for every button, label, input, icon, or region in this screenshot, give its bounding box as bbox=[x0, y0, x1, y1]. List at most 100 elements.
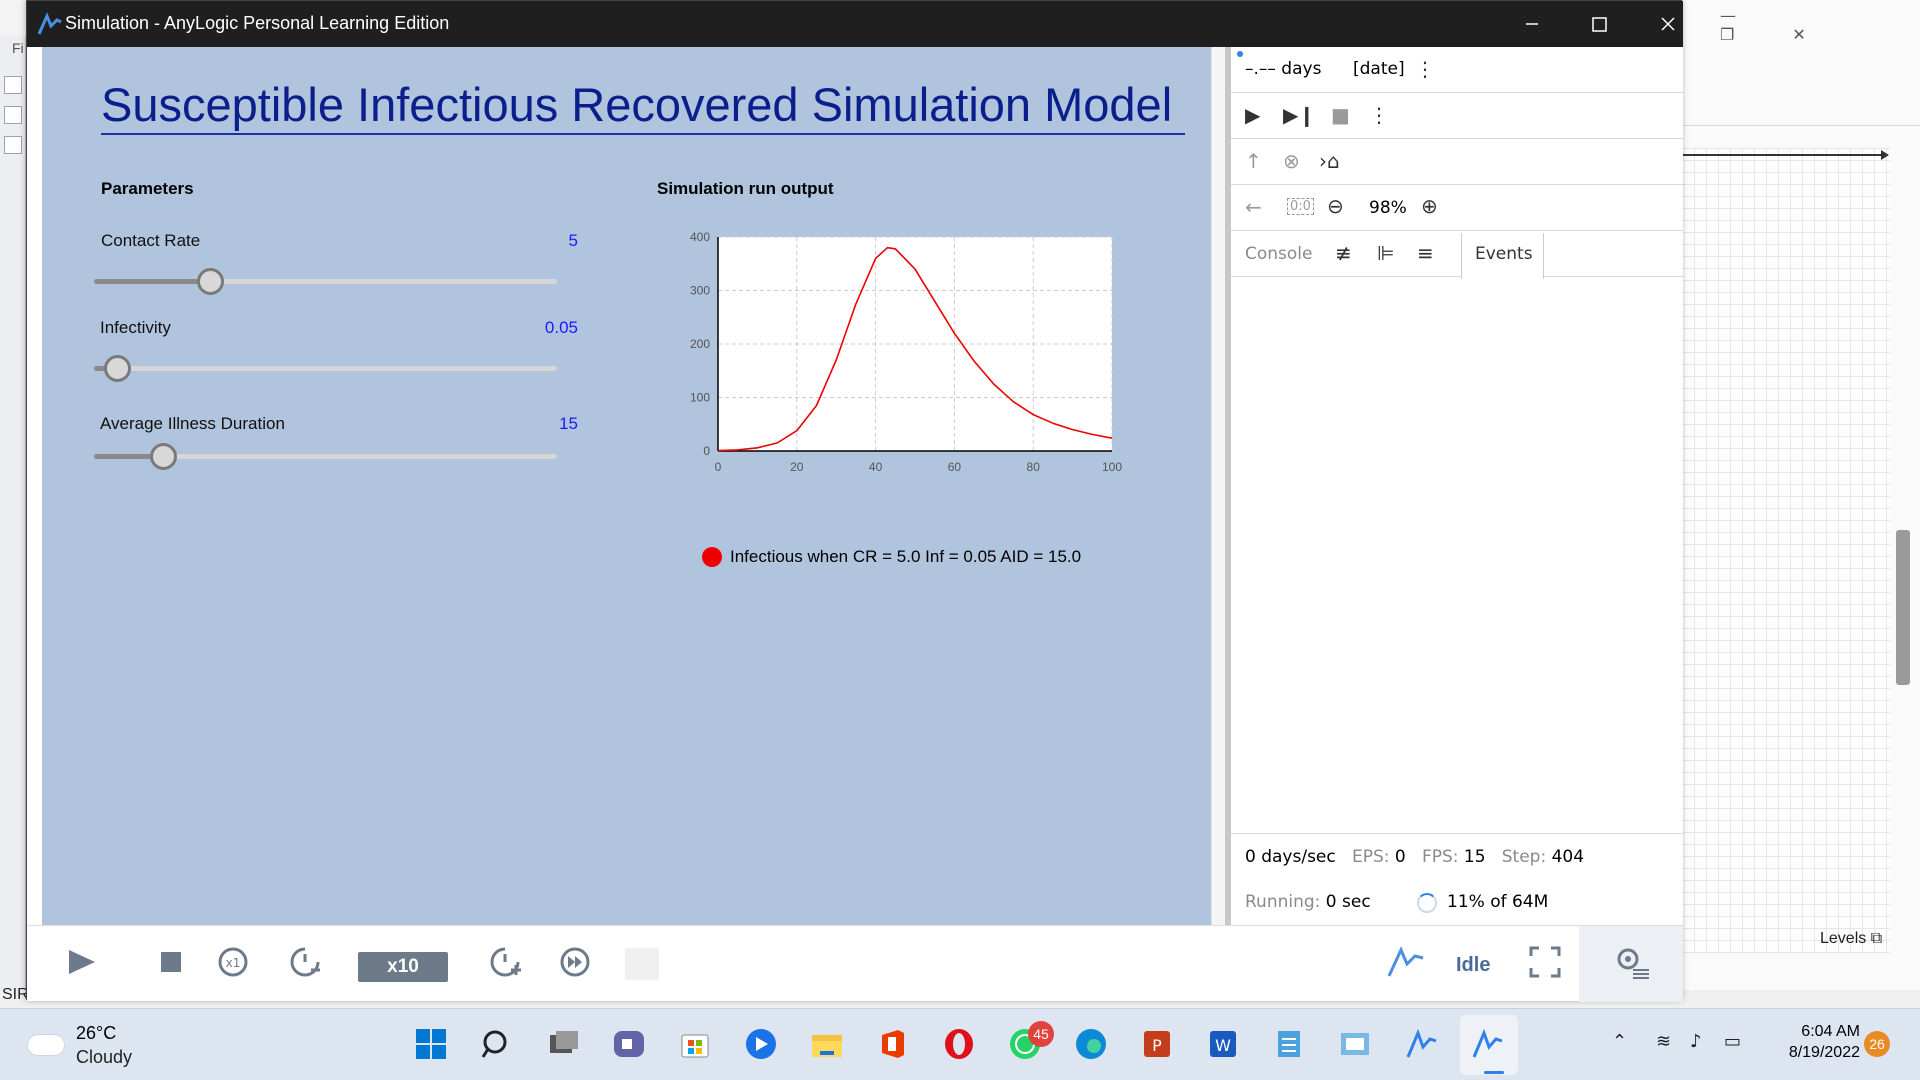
sim-speed: 0 days/sec bbox=[1245, 847, 1336, 867]
anylogic-simulation-icon[interactable] bbox=[1470, 1027, 1504, 1061]
maximize-icon[interactable] bbox=[1584, 9, 1614, 39]
step-label: Step: bbox=[1501, 847, 1547, 867]
notification-badge[interactable]: 26 bbox=[1864, 1031, 1890, 1057]
clear-console-icon[interactable]: ≢ bbox=[1335, 241, 1352, 265]
simulation-toolbar: x1 x10 Idle bbox=[27, 925, 1683, 1002]
slider-knob[interactable] bbox=[197, 268, 224, 295]
illness-duration-value: 15 bbox=[559, 414, 578, 433]
ide-file-menu[interactable]: Fi bbox=[12, 40, 24, 56]
close-icon[interactable] bbox=[1653, 9, 1683, 39]
up-arrow-icon[interactable]: ↑ bbox=[1245, 149, 1262, 173]
run-icon[interactable] bbox=[63, 944, 99, 980]
home-icon[interactable]: ›⌂ bbox=[1319, 149, 1340, 173]
y-tick-label: 400 bbox=[690, 230, 710, 244]
window-title: Simulation - AnyLogic Personal Learning … bbox=[65, 13, 450, 33]
store-icon[interactable] bbox=[678, 1027, 712, 1061]
ide-tool-icon[interactable] bbox=[4, 136, 22, 154]
opera-icon[interactable] bbox=[942, 1027, 976, 1061]
ide-tool-icon[interactable] bbox=[4, 76, 22, 94]
contact-rate-value: 5 bbox=[568, 231, 578, 250]
virtual-time-icon[interactable] bbox=[557, 944, 593, 980]
memory-spinner-icon bbox=[1417, 893, 1437, 913]
zoom-out-icon[interactable]: ⊖ bbox=[1327, 194, 1344, 218]
pinned-app-icon[interactable] bbox=[744, 1027, 778, 1061]
eps-value: 0 bbox=[1394, 847, 1406, 867]
zoom-row: ← 0:0 ⊖ 98% ⊕ bbox=[1231, 185, 1683, 231]
running-label: Running: bbox=[1245, 892, 1321, 912]
slider-fill bbox=[94, 279, 210, 284]
ide-graphical-editor-grid[interactable] bbox=[1682, 148, 1890, 953]
stop-icon[interactable] bbox=[153, 944, 189, 980]
settings-button[interactable] bbox=[1579, 926, 1683, 1002]
y-tick-label: 0 bbox=[703, 444, 710, 458]
slider-fill bbox=[94, 454, 163, 459]
fullscreen-icon[interactable] bbox=[1527, 944, 1563, 980]
powerpoint-icon[interactable]: P bbox=[1140, 1027, 1174, 1061]
x-tick-label: 80 bbox=[1027, 460, 1041, 474]
date: 8/19/2022 bbox=[1788, 1044, 1860, 1061]
chart-legend: Infectious when CR = 5.0 Inf = 0.05 AID … bbox=[702, 547, 1081, 567]
illness-duration-slider[interactable] bbox=[94, 443, 557, 470]
slider-knob[interactable] bbox=[150, 443, 177, 470]
anylogic-logo-icon bbox=[37, 12, 62, 35]
office-icon[interactable] bbox=[876, 1027, 910, 1061]
anylogic-logo-icon bbox=[1387, 946, 1424, 977]
svg-text:P: P bbox=[1152, 1036, 1162, 1055]
developer-panel: –.–– days [date] ⋮ ▶ ▶❙ ■ ⋮ ↑ ⊗ ›⌂ ← 0:0… bbox=[1231, 47, 1683, 925]
slow-down-icon[interactable] bbox=[287, 944, 323, 980]
scroll-lock-icon[interactable]: ⊫ bbox=[1377, 241, 1395, 265]
active-indicator bbox=[1484, 1071, 1504, 1074]
navigation-row: ↑ ⊗ ›⌂ bbox=[1231, 139, 1683, 185]
task-view-icon[interactable] bbox=[546, 1027, 580, 1061]
teams-chat-icon[interactable] bbox=[612, 1027, 646, 1061]
cancel-icon[interactable]: ⊗ bbox=[1283, 149, 1300, 173]
console-tab[interactable]: Console bbox=[1245, 244, 1313, 264]
pane-splitter[interactable] bbox=[1225, 47, 1231, 925]
minimize-icon[interactable] bbox=[1517, 9, 1547, 39]
notepad-icon[interactable] bbox=[1272, 1027, 1306, 1061]
speed-up-icon[interactable] bbox=[487, 944, 523, 980]
infectivity-slider[interactable] bbox=[94, 355, 557, 382]
stop-icon[interactable]: ■ bbox=[1331, 103, 1350, 127]
word-wrap-icon[interactable]: ≡ bbox=[1417, 241, 1434, 265]
levels-label[interactable]: Levels ⧉ bbox=[1820, 930, 1883, 947]
search-icon[interactable] bbox=[480, 1027, 514, 1061]
presentation-scrollbar[interactable] bbox=[1211, 47, 1225, 925]
step-icon[interactable]: ▶❙ bbox=[1283, 103, 1316, 127]
ide-tool-icon[interactable] bbox=[4, 106, 22, 124]
ide-scrollbar[interactable] bbox=[1896, 530, 1910, 685]
battery-icon[interactable]: ▭ bbox=[1724, 1031, 1742, 1052]
legend-swatch bbox=[702, 547, 722, 567]
x-tick-label: 0 bbox=[715, 460, 722, 474]
zoom-in-icon[interactable]: ⊕ bbox=[1421, 194, 1438, 218]
back-arrow-icon[interactable]: ← bbox=[1245, 195, 1262, 219]
reset-speed-icon[interactable]: x1 bbox=[215, 944, 251, 980]
anylogic-ide-icon[interactable] bbox=[1404, 1027, 1438, 1061]
wifi-icon[interactable]: ≋ bbox=[1656, 1031, 1672, 1052]
word-icon[interactable]: W bbox=[1206, 1027, 1240, 1061]
zoom-level: 98% bbox=[1369, 198, 1407, 218]
start-icon[interactable] bbox=[414, 1027, 448, 1061]
volume-icon[interactable]: ♪ bbox=[1690, 1031, 1702, 1052]
eps-label: EPS: bbox=[1351, 847, 1390, 867]
run-controls-row: ▶ ▶❙ ■ ⋮ bbox=[1231, 93, 1683, 139]
console-tabs-row: Console ≢ ⊫ ≡ bbox=[1231, 231, 1683, 277]
run-more-icon[interactable]: ⋮ bbox=[1369, 103, 1389, 127]
events-tab[interactable]: Events bbox=[1461, 233, 1544, 279]
edge-icon[interactable] bbox=[1074, 1027, 1108, 1061]
chevron-up-icon[interactable]: ⌃ bbox=[1612, 1031, 1628, 1052]
infectious-chart: 0 100 200 300 400 0 20 40 60 80 100 bbox=[690, 230, 1122, 474]
blank-button[interactable] bbox=[625, 948, 659, 980]
clock[interactable]: 6:04 AM 8/19/2022 bbox=[1760, 1023, 1860, 1062]
x-tick-label: 20 bbox=[790, 460, 804, 474]
control-panel-icon[interactable] bbox=[1338, 1027, 1372, 1061]
zoom-reset-icon[interactable]: 0:0 bbox=[1287, 198, 1314, 215]
model-time: –.–– days bbox=[1245, 59, 1322, 79]
contact-rate-slider[interactable] bbox=[94, 268, 557, 295]
file-explorer-icon[interactable] bbox=[810, 1027, 844, 1061]
run-icon[interactable]: ▶ bbox=[1245, 103, 1261, 127]
more-options-icon[interactable]: ⋮ bbox=[1415, 57, 1435, 81]
slider-knob[interactable] bbox=[104, 355, 131, 382]
ide-window-controls[interactable]: —❐✕ bbox=[1720, 6, 1864, 44]
memory-usage: 11% of 64M bbox=[1447, 892, 1549, 912]
